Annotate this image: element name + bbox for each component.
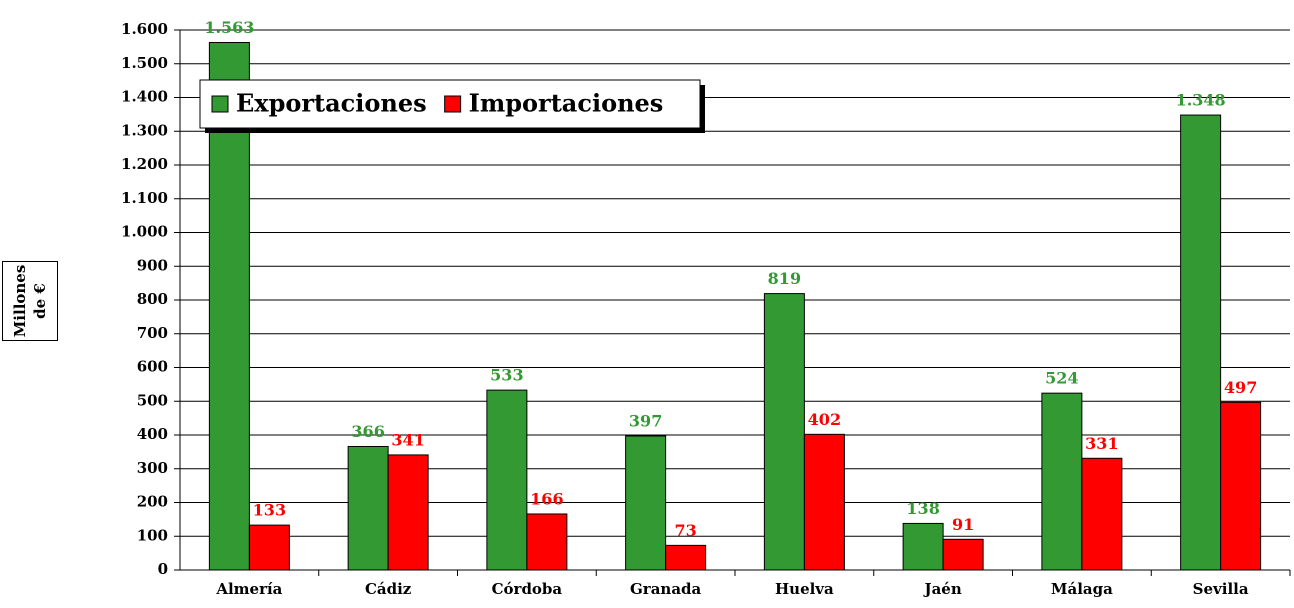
data-label: 524 — [1045, 369, 1078, 388]
bar — [665, 544, 707, 571]
bar — [1041, 392, 1083, 571]
y-tick-label: 300 — [137, 459, 168, 477]
y-tick-label: 1.600 — [121, 20, 168, 38]
bar — [803, 433, 845, 571]
data-label: 397 — [629, 412, 662, 431]
y-tick-label: 900 — [137, 256, 168, 274]
bar — [387, 454, 429, 571]
data-label: 91 — [952, 515, 974, 534]
data-label: 73 — [674, 521, 696, 540]
data-label: 1.348 — [1176, 91, 1226, 110]
data-label: 497 — [1224, 378, 1257, 397]
legend-swatch — [444, 95, 462, 113]
bar — [1081, 457, 1123, 571]
bar — [902, 522, 944, 571]
data-label: 366 — [351, 422, 384, 441]
data-label: 166 — [530, 489, 563, 508]
x-tick-label: Jaén — [922, 580, 961, 598]
bar — [486, 389, 528, 571]
x-tick-label: Málaga — [1051, 580, 1113, 598]
legend-label: Importaciones — [469, 89, 664, 118]
y-tick-label: 1.000 — [121, 223, 168, 241]
bar — [942, 538, 984, 571]
y-tick-label: 1.200 — [121, 155, 168, 173]
data-label: 533 — [490, 366, 523, 385]
x-tick-label: Sevilla — [1193, 580, 1249, 598]
x-tick-label: Huelva — [775, 580, 834, 598]
data-label: 331 — [1085, 434, 1118, 453]
bar — [1220, 401, 1262, 571]
y-tick-label: 700 — [137, 324, 168, 342]
data-label: 133 — [253, 501, 286, 520]
legend-swatch — [211, 95, 229, 113]
y-tick-label: 1.300 — [121, 121, 168, 139]
data-label: 341 — [391, 430, 424, 449]
y-tick-label: 1.100 — [121, 189, 168, 207]
bar — [347, 445, 389, 571]
data-label: 819 — [768, 269, 801, 288]
y-tick-label: 100 — [137, 526, 168, 544]
bar — [763, 293, 805, 571]
y-tick-label: 0 — [158, 560, 168, 578]
y-tick-label: 500 — [137, 391, 168, 409]
bar — [248, 524, 290, 571]
bar — [1180, 114, 1222, 571]
y-tick-label: 600 — [137, 358, 168, 376]
legend-label: Exportaciones — [236, 89, 427, 118]
x-tick-label: Granada — [630, 580, 702, 598]
x-tick-label: Córdoba — [492, 580, 563, 598]
y-tick-label: 800 — [137, 290, 168, 308]
data-label: 1.563 — [204, 18, 254, 37]
y-tick-label: 200 — [137, 493, 168, 511]
bar — [526, 513, 568, 571]
data-label: 138 — [906, 499, 939, 518]
x-tick-label: Cádiz — [365, 580, 412, 598]
y-tick-label: 1.400 — [121, 88, 168, 106]
y-tick-label: 1.500 — [121, 54, 168, 72]
bar — [625, 435, 667, 571]
y-tick-label: 400 — [137, 425, 168, 443]
x-tick-label: Almería — [215, 580, 282, 598]
legend: Exportaciones Importaciones — [199, 79, 705, 133]
data-label: 402 — [808, 410, 841, 429]
